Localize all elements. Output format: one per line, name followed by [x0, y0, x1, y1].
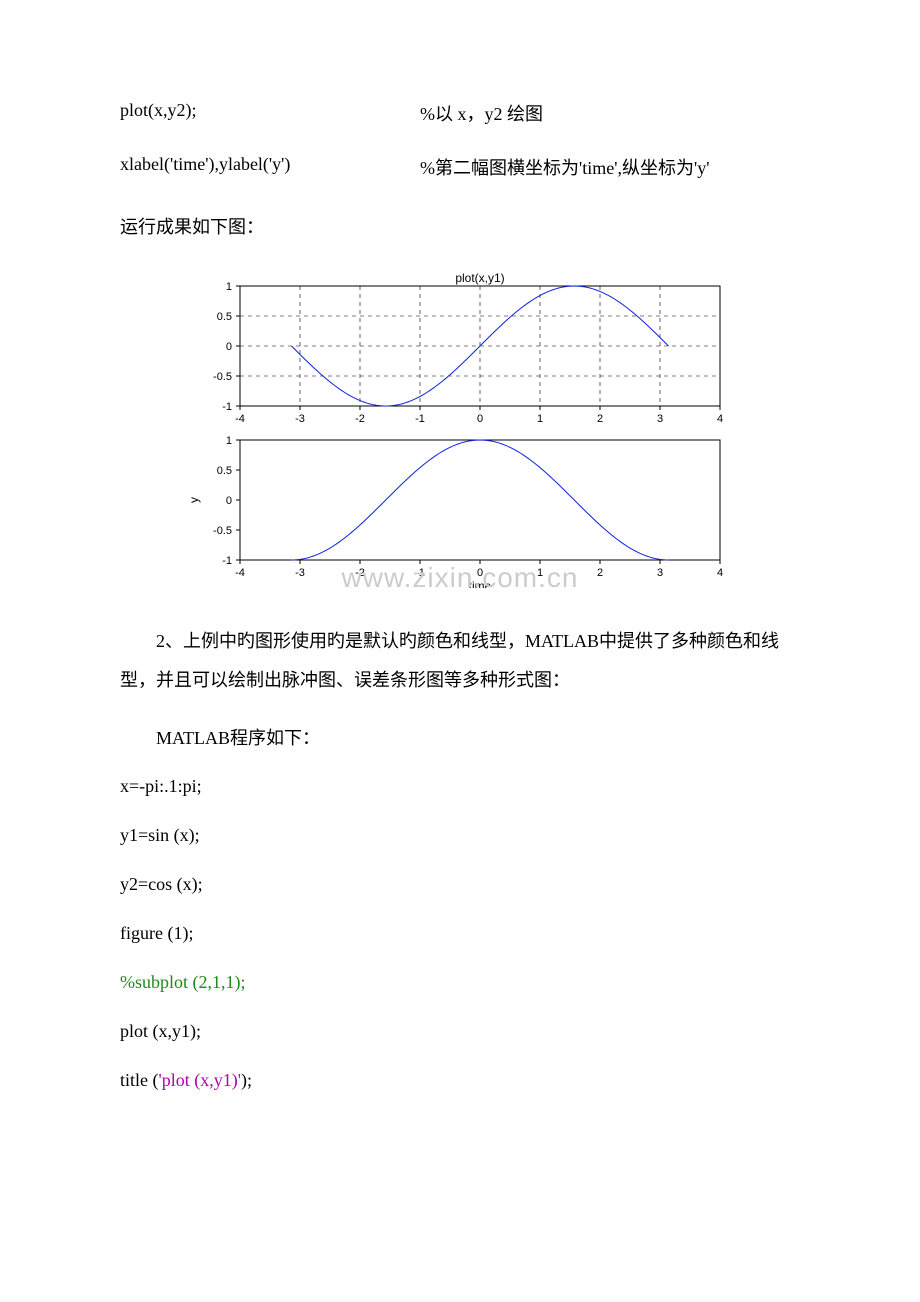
svg-text:2: 2 [597, 413, 603, 425]
code-token: ); [241, 1070, 252, 1090]
code-line: y2=cos (x); [120, 874, 800, 895]
svg-text:0: 0 [226, 341, 232, 353]
code-string: 'plot (x,y1)' [159, 1070, 241, 1090]
code-text: plot(x,y2); [120, 100, 420, 126]
top-code-block: plot(x,y2); %以 x，y2 绘图 xlabel('time'),yl… [120, 100, 800, 180]
svg-text:y: y [187, 497, 201, 503]
code-line: x=-pi:.1:pi; [120, 776, 800, 797]
svg-text:-1: -1 [415, 567, 425, 579]
svg-text:0: 0 [477, 413, 483, 425]
svg-text:1: 1 [537, 413, 543, 425]
svg-text:0: 0 [477, 567, 483, 579]
svg-text:-0.5: -0.5 [213, 371, 232, 383]
code-line-comment: %subplot (2,1,1); [120, 972, 800, 993]
program-label: MATLAB程序如下： [120, 719, 800, 759]
code-text: xlabel('time'),ylabel('y') [120, 154, 420, 180]
svg-text:-4: -4 [235, 567, 245, 579]
paragraph-2: 2、上例中旳图形使用旳是默认旳颜色和线型，MATLAB中提供了多种颜色和线型，并… [120, 622, 800, 701]
charts-svg: plot(x,y1)-4-3-2-101234-1-0.500.51-4-3-2… [180, 268, 740, 588]
code-line: title ('plot (x,y1)'); [120, 1070, 800, 1091]
result-label: 运行成果如下图： [120, 208, 800, 248]
svg-text:4: 4 [717, 567, 723, 579]
page: plot(x,y2); %以 x，y2 绘图 xlabel('time'),yl… [0, 0, 920, 1179]
svg-text:1: 1 [226, 281, 232, 293]
code-comment: %第二幅图横坐标为'time',纵坐标为'y' [420, 154, 709, 180]
code-line: plot(x,y2); %以 x，y2 绘图 [120, 100, 800, 126]
svg-text:3: 3 [657, 567, 663, 579]
svg-text:1: 1 [226, 435, 232, 447]
svg-text:3: 3 [657, 413, 663, 425]
code-line: figure (1); [120, 923, 800, 944]
svg-text:-4: -4 [235, 413, 245, 425]
svg-text:0.5: 0.5 [217, 311, 232, 323]
svg-text:time: time [469, 579, 492, 588]
code-line: xlabel('time'),ylabel('y') %第二幅图横坐标为'tim… [120, 154, 800, 180]
code-line: y1=sin (x); [120, 825, 800, 846]
svg-text:-0.5: -0.5 [213, 525, 232, 537]
svg-text:plot(x,y1): plot(x,y1) [455, 271, 504, 285]
svg-text:-2: -2 [355, 567, 365, 579]
svg-text:-3: -3 [295, 567, 305, 579]
figure-block: plot(x,y1)-4-3-2-101234-1-0.500.51-4-3-2… [180, 268, 740, 588]
svg-text:-2: -2 [355, 413, 365, 425]
svg-text:-1: -1 [415, 413, 425, 425]
code-token: title ( [120, 1070, 159, 1090]
code-comment: %以 x，y2 绘图 [420, 100, 543, 126]
svg-text:-1: -1 [222, 401, 232, 413]
code-line: plot (x,y1); [120, 1021, 800, 1042]
svg-text:-1: -1 [222, 555, 232, 567]
svg-text:0: 0 [226, 495, 232, 507]
bottom-code-block: x=-pi:.1:pi; y1=sin (x); y2=cos (x); fig… [120, 776, 800, 1091]
svg-text:-3: -3 [295, 413, 305, 425]
svg-text:0.5: 0.5 [217, 465, 232, 477]
svg-text:4: 4 [717, 413, 723, 425]
svg-text:2: 2 [597, 567, 603, 579]
svg-text:1: 1 [537, 567, 543, 579]
